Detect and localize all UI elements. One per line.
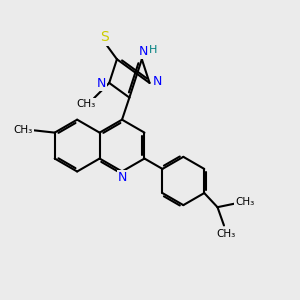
Text: N: N — [97, 77, 106, 90]
Text: CH₃: CH₃ — [235, 197, 254, 207]
Text: CH₃: CH₃ — [217, 229, 236, 239]
Text: CH₃: CH₃ — [14, 125, 33, 135]
Text: H: H — [149, 45, 157, 56]
Text: N: N — [138, 45, 148, 58]
Text: N: N — [118, 172, 127, 184]
Text: CH₃: CH₃ — [76, 99, 95, 109]
Text: S: S — [100, 30, 109, 44]
Text: N: N — [152, 75, 162, 88]
